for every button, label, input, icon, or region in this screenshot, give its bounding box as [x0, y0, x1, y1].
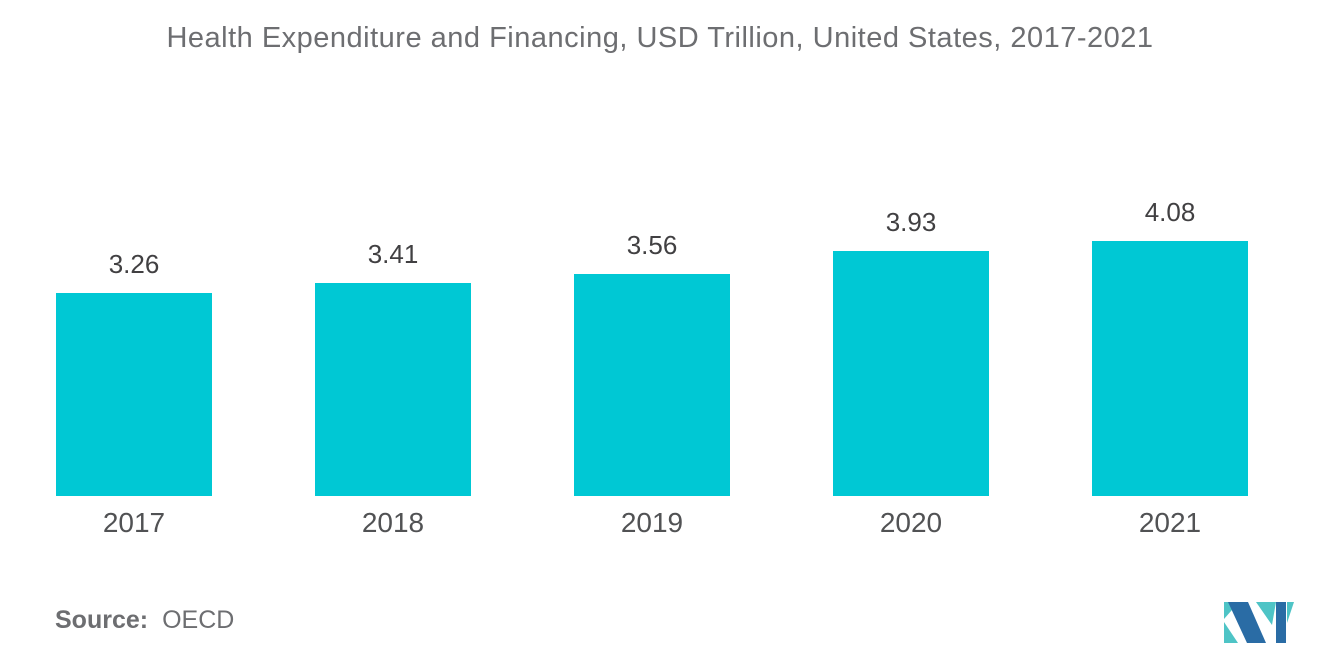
bar-category-label-2020: 2020	[879, 507, 943, 538]
bar-2017	[56, 293, 212, 496]
bar-2018	[315, 283, 471, 496]
bar-category-label-2018: 2018	[361, 507, 425, 538]
bar-category-label-2017: 2017	[102, 507, 166, 538]
bar-2020	[833, 251, 989, 496]
bar-value-label-2018: 3.41	[367, 239, 419, 269]
bar-value-label-2017: 3.26	[108, 249, 160, 279]
bar-category-label-2021: 2021	[1138, 507, 1202, 538]
chart-title: Health Expenditure and Financing, USD Tr…	[166, 22, 1154, 54]
source-value: OECD	[162, 606, 235, 634]
mordor-intelligence-logo	[1224, 602, 1294, 643]
bar-value-label-2021: 4.08	[1144, 197, 1196, 227]
source-label: Source:	[55, 606, 149, 634]
bar-category-label-2019: 2019	[620, 507, 684, 538]
bar-value-label-2019: 3.56	[626, 230, 678, 260]
bar-2021	[1092, 241, 1248, 496]
bar-2019	[574, 274, 730, 496]
source-row: Source: OECD	[55, 606, 234, 635]
bar-value-label-2020: 3.93	[885, 207, 937, 237]
